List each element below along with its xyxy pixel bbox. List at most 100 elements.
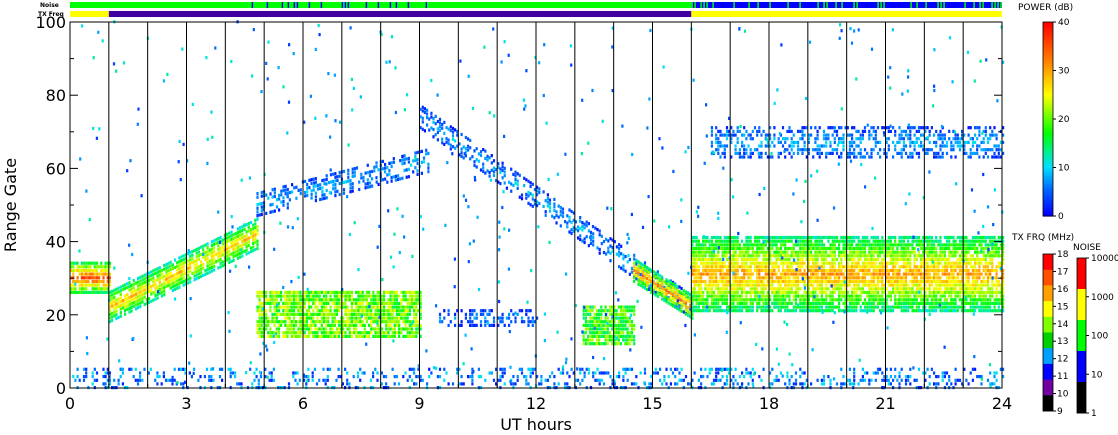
echo-cell [380, 320, 384, 324]
echo-cell [265, 294, 268, 298]
echo-cell [896, 279, 899, 284]
echo-cell [197, 268, 200, 272]
echo-cell [708, 239, 711, 243]
echo-cell [859, 268, 862, 273]
echo-cell [851, 287, 854, 291]
echo-cell [630, 323, 634, 327]
echo-cell [365, 316, 368, 320]
echo-cell [486, 158, 489, 162]
echo-cell [697, 305, 700, 309]
echo-cell [359, 290, 362, 294]
echo-cell [792, 298, 795, 302]
txfreq-segment [691, 11, 1002, 17]
echo-cell [822, 309, 826, 313]
echo-cell [879, 309, 882, 313]
echo-cell [295, 320, 298, 324]
echo-cell [945, 287, 949, 291]
echo-cell [372, 316, 375, 320]
echo-cell [432, 127, 435, 132]
echo-cell [269, 203, 272, 207]
echo-cell [924, 257, 927, 262]
echo-cell [900, 301, 903, 305]
echo-cell [816, 287, 819, 291]
echo-cell [372, 320, 375, 324]
echo-cell [490, 161, 493, 165]
echo-cell [650, 276, 653, 280]
echo-cell [851, 309, 854, 313]
echo-cell [935, 246, 938, 251]
echo-cell [377, 182, 380, 186]
noise-tick [997, 2, 999, 8]
echo-cell [700, 301, 703, 305]
echo-cell [766, 301, 769, 305]
echo-cell [881, 261, 884, 265]
echo-cell [365, 298, 368, 302]
echo-cell [180, 270, 183, 274]
echo-cell [260, 316, 263, 320]
echo-cell [788, 290, 791, 294]
echo-cell [807, 298, 810, 302]
echo-cell [831, 290, 834, 294]
echo-cell [734, 298, 737, 302]
echo-cell [469, 146, 472, 150]
echo-cell [818, 309, 821, 313]
echo-cell [335, 290, 338, 294]
echo-cell [857, 246, 860, 251]
echo-cell [167, 269, 170, 273]
echo-cell [745, 243, 748, 247]
echo-cell [282, 185, 285, 189]
echo-cell [732, 298, 735, 302]
echo-cell [646, 280, 649, 284]
echo-cell [619, 316, 623, 320]
echo-cell [325, 312, 328, 316]
echo-cell [595, 323, 598, 327]
echo-cell [708, 290, 711, 294]
echo-cell [810, 290, 813, 294]
echo-cell [665, 278, 668, 282]
echo-cell [265, 301, 268, 305]
echo-cell [838, 239, 841, 243]
echo-cell [807, 265, 810, 269]
echo-cell [286, 316, 289, 320]
echo-cell [900, 235, 903, 240]
echo-cell [398, 301, 401, 305]
echo-cell [712, 235, 716, 240]
echo-cell [91, 268, 94, 273]
echo-cell [325, 327, 328, 331]
echo-cell [395, 290, 399, 294]
echo-cell [941, 272, 944, 276]
echo-cell [751, 298, 754, 302]
echo-cell [271, 210, 274, 214]
echo-cell [812, 298, 815, 302]
echo-cell [143, 295, 146, 299]
echo-cell [355, 316, 358, 320]
echo-cell [443, 120, 446, 124]
echo-cell [340, 305, 343, 309]
echo-cell [187, 270, 190, 274]
echo-cell [835, 272, 839, 276]
echo-cell [134, 307, 138, 311]
echo-cell [126, 296, 129, 301]
echo-cell [889, 246, 892, 251]
echo-cell [892, 250, 895, 254]
echo-cell [234, 254, 237, 258]
echo-cell [760, 276, 763, 280]
echo-cell [704, 235, 707, 240]
echo-cell [393, 327, 396, 331]
echo-cell [523, 320, 526, 324]
echo-cell [548, 205, 552, 209]
echo-cell [351, 182, 354, 186]
echo-cell [419, 323, 422, 327]
echo-cell [303, 327, 306, 331]
echo-cell [876, 287, 880, 291]
echo-cell [70, 287, 73, 291]
echo-cell [801, 246, 804, 251]
echo-cell [410, 298, 414, 302]
echo-cell [777, 301, 780, 305]
echo-cell [618, 246, 621, 250]
echo-cell [945, 298, 949, 302]
echo-cell [400, 312, 403, 316]
echo-cell [719, 235, 722, 240]
echo-cell [422, 160, 426, 164]
echo-cell [928, 290, 931, 294]
